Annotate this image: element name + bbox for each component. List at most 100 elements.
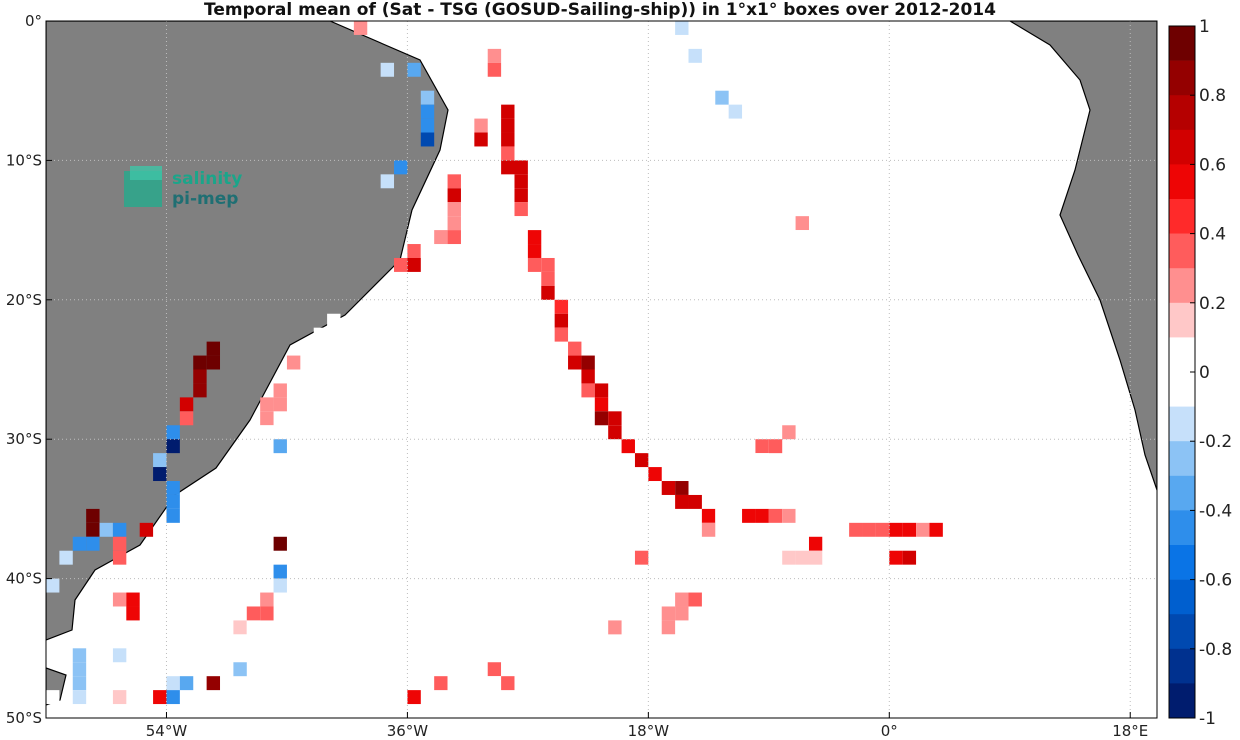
logo-line-1: salinity: [172, 169, 242, 189]
data-cell: [179, 676, 194, 691]
colorbar-tick-label: -0.8: [1199, 640, 1232, 660]
data-cell: [715, 90, 729, 105]
x-tick-label: 36°W: [387, 722, 429, 740]
data-cell: [206, 355, 221, 370]
data-cell: [394, 257, 408, 272]
data-cell: [661, 634, 676, 649]
data-cell: [768, 439, 783, 454]
data-cell: [193, 383, 207, 398]
data-cell: [501, 662, 515, 677]
data-cell: [514, 188, 528, 203]
data-cell: [501, 160, 515, 175]
data-cell: [487, 690, 502, 705]
colorbar-segment: [1169, 475, 1195, 511]
colorbar-segment: [1169, 614, 1195, 650]
data-cell: [862, 522, 876, 537]
data-cell: [514, 160, 528, 175]
logo-line-2: pi-mep: [172, 189, 238, 209]
data-cell: [487, 676, 502, 691]
data-cell: [634, 550, 649, 565]
data-cell: [273, 494, 287, 509]
data-cell: [594, 383, 609, 398]
data-cell: [179, 397, 194, 412]
colorbar-segment: [1169, 164, 1195, 200]
colorbar-tick-label: 0.8: [1199, 86, 1226, 106]
data-cell: [487, 48, 502, 63]
data-cell: [46, 578, 60, 593]
data-cell: [688, 48, 702, 63]
data-cell: [648, 467, 662, 482]
data-cell: [808, 536, 823, 551]
data-cell: [675, 21, 689, 35]
data-cell: [153, 690, 167, 705]
data-cell: [273, 536, 287, 551]
data-cell: [112, 550, 127, 565]
colorbar-segment: [1169, 95, 1195, 131]
data-cell: [795, 550, 809, 565]
data-cell: [19, 593, 32, 607]
data-cell: [768, 508, 783, 523]
data-cell: [541, 257, 555, 272]
data-cell: [153, 467, 167, 482]
data-cell: [527, 662, 542, 677]
data-cell: [568, 341, 582, 356]
data-cell: [742, 508, 756, 523]
data-cell: [675, 481, 689, 495]
data-cell: [755, 453, 769, 468]
data-cell: [447, 216, 461, 231]
colorbar-segment: [1169, 199, 1195, 234]
data-cell: [554, 313, 569, 328]
data-cell: [273, 578, 287, 593]
data-cell: [554, 634, 569, 649]
data-cell: [581, 662, 595, 677]
y-tick-label: 10°S: [6, 151, 42, 169]
colorbar-segment: [1169, 26, 1195, 61]
colorbar-segment: [1169, 545, 1195, 580]
data-cell: [300, 341, 314, 356]
data-cell: [447, 188, 461, 203]
data-cell: [72, 690, 87, 705]
data-cell: [541, 271, 555, 286]
data-cell: [19, 648, 32, 662]
data-cell: [166, 439, 180, 454]
x-axis: 54°W 36°W 18°W 0° 18°E: [146, 712, 1148, 740]
data-cell: [795, 257, 809, 272]
data-cell: [808, 313, 823, 328]
data-cell: [621, 578, 635, 593]
data-cell: [795, 397, 809, 412]
data-cell: [514, 216, 528, 231]
data-cell: [46, 690, 60, 705]
data-cell: [72, 648, 87, 663]
colorbar-segment: [1169, 302, 1195, 338]
colorbar-segment: [1169, 441, 1195, 477]
data-cell: [661, 648, 676, 663]
x-tick-label: 54°W: [146, 722, 188, 740]
data-cell: [795, 230, 809, 245]
data-cell: [661, 522, 676, 537]
data-cell: [33, 662, 46, 676]
data-cell: [179, 411, 194, 426]
data-cell: [688, 592, 702, 607]
x-tick-label: 0°: [881, 722, 898, 740]
data-cell: [795, 508, 809, 523]
data-cell: [541, 285, 555, 300]
salinity-pi-mep-logo: salinity pi-mep: [124, 166, 242, 209]
data-cell: [889, 550, 903, 565]
data-cell: [112, 690, 127, 705]
data-cell: [434, 676, 448, 691]
data-cell: [728, 536, 743, 551]
data-cell: [675, 634, 689, 649]
data-cell: [527, 216, 542, 231]
data-cell: [153, 453, 167, 468]
colorbar: 1 0.8 0.6 0.4 0.2 0 -0.2 -0.4 -0.6 -0.8 -1: [1168, 17, 1232, 729]
data-cell: [849, 522, 863, 537]
colorbar-tick-label: 0.4: [1199, 225, 1226, 245]
data-cell: [166, 481, 180, 495]
data-cell: [755, 508, 769, 523]
plot-frame: [45, 20, 1158, 719]
data-cell: [782, 508, 796, 523]
data-cell: [206, 341, 221, 356]
data-cell: [233, 648, 247, 663]
data-cell: [380, 174, 395, 189]
data-cell: [701, 522, 716, 537]
